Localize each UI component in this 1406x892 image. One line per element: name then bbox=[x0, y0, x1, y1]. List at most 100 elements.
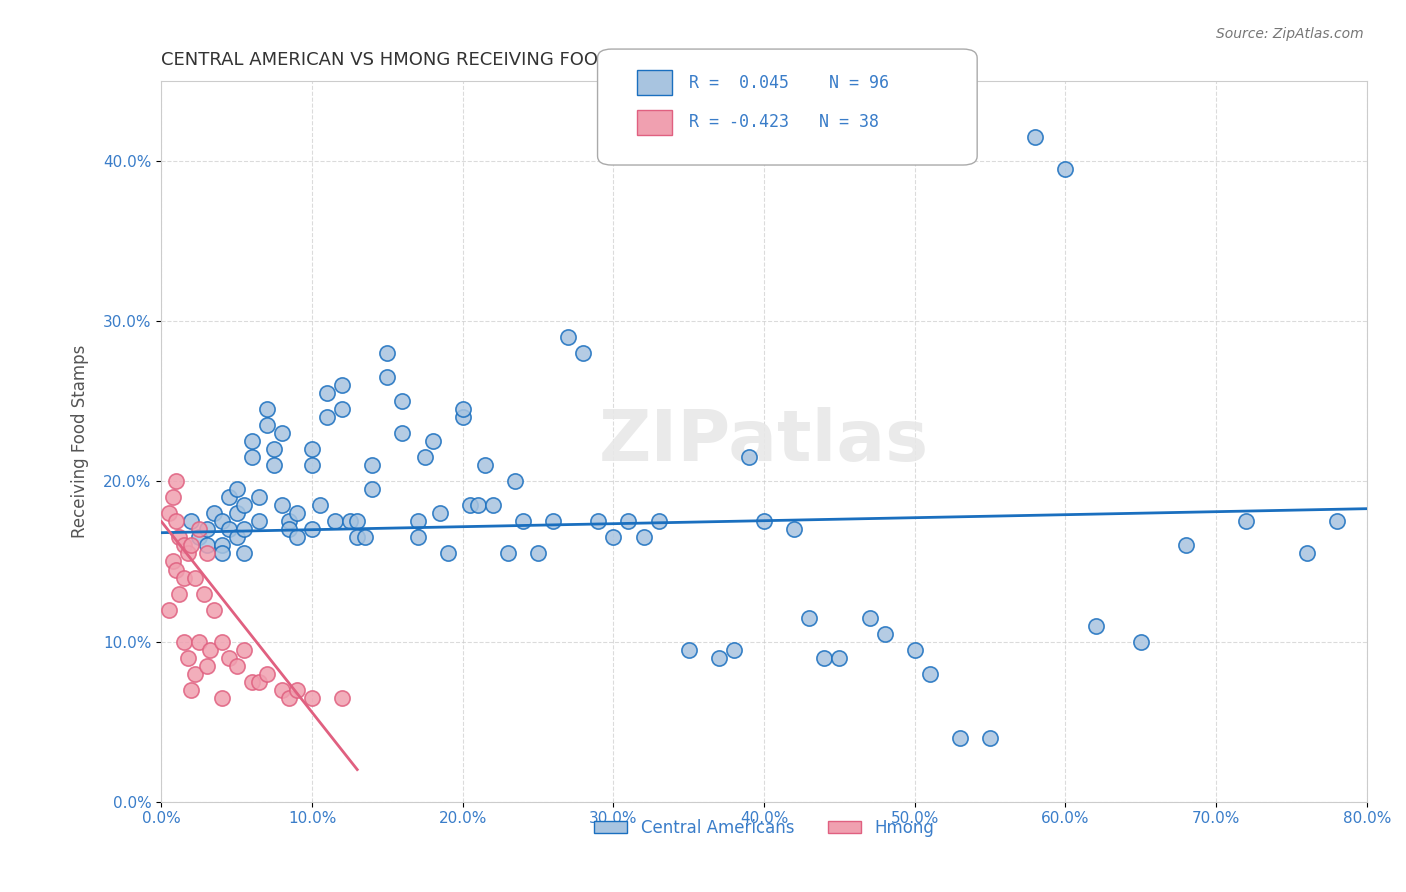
Point bbox=[353, 531, 375, 545]
Point bbox=[165, 515, 187, 529]
Point bbox=[301, 442, 323, 457]
Point bbox=[240, 450, 263, 465]
Point bbox=[1326, 515, 1348, 529]
Text: Source: ZipAtlas.com: Source: ZipAtlas.com bbox=[1216, 27, 1364, 41]
Point bbox=[633, 531, 655, 545]
Point bbox=[391, 394, 413, 409]
Point bbox=[308, 499, 330, 513]
Point bbox=[904, 642, 927, 657]
Point bbox=[678, 642, 700, 657]
Point bbox=[198, 642, 221, 657]
Y-axis label: Receiving Food Stamps: Receiving Food Stamps bbox=[72, 345, 89, 538]
Point bbox=[180, 515, 202, 529]
Point bbox=[602, 531, 624, 545]
Point bbox=[233, 547, 256, 561]
Point bbox=[195, 539, 218, 553]
Point bbox=[451, 410, 474, 425]
Point bbox=[188, 523, 211, 537]
Point bbox=[323, 515, 346, 529]
Point bbox=[377, 346, 399, 360]
Point bbox=[263, 458, 285, 473]
Point bbox=[218, 523, 240, 537]
Point bbox=[180, 682, 202, 697]
Point bbox=[183, 570, 205, 584]
Point bbox=[247, 674, 270, 689]
Point bbox=[165, 475, 187, 489]
Point bbox=[451, 402, 474, 417]
Point bbox=[285, 531, 308, 545]
Point bbox=[406, 531, 429, 545]
Point bbox=[436, 547, 458, 561]
Point bbox=[211, 539, 233, 553]
Point bbox=[195, 523, 218, 537]
Point bbox=[278, 523, 301, 537]
Point bbox=[169, 531, 191, 545]
Point bbox=[496, 547, 519, 561]
Point bbox=[256, 418, 278, 433]
Point bbox=[233, 642, 256, 657]
Point bbox=[1054, 162, 1077, 177]
Point bbox=[256, 402, 278, 417]
Point bbox=[330, 690, 353, 705]
Point bbox=[979, 731, 1001, 745]
Point bbox=[162, 491, 184, 505]
Point bbox=[361, 483, 384, 497]
Point bbox=[211, 515, 233, 529]
Point bbox=[557, 330, 579, 344]
Point bbox=[723, 642, 745, 657]
Point bbox=[157, 602, 180, 616]
Point bbox=[202, 602, 225, 616]
Point bbox=[828, 650, 851, 665]
Point bbox=[482, 499, 505, 513]
Point bbox=[391, 426, 413, 441]
Point bbox=[330, 402, 353, 417]
Point bbox=[173, 570, 195, 584]
Point bbox=[225, 658, 247, 673]
Point bbox=[316, 386, 339, 401]
Point bbox=[211, 690, 233, 705]
Point bbox=[1024, 130, 1046, 145]
Text: R =  0.045    N = 96: R = 0.045 N = 96 bbox=[689, 74, 889, 92]
Point bbox=[173, 539, 195, 553]
Point bbox=[647, 515, 669, 529]
Point bbox=[285, 507, 308, 521]
Point bbox=[1129, 634, 1152, 648]
Point bbox=[218, 650, 240, 665]
Point bbox=[949, 731, 972, 745]
Text: ZIPatlas: ZIPatlas bbox=[599, 407, 929, 476]
Point bbox=[858, 610, 880, 624]
Point bbox=[195, 658, 218, 673]
Point bbox=[873, 626, 896, 640]
Point bbox=[474, 458, 496, 473]
Point bbox=[752, 515, 775, 529]
Point bbox=[617, 515, 640, 529]
Point bbox=[1175, 539, 1198, 553]
Point bbox=[512, 515, 534, 529]
Legend: Central Americans, Hmong: Central Americans, Hmong bbox=[588, 813, 941, 844]
Point bbox=[247, 491, 270, 505]
Point bbox=[413, 450, 436, 465]
Point bbox=[169, 586, 191, 600]
Point bbox=[1295, 547, 1317, 561]
Point bbox=[162, 554, 184, 568]
Point bbox=[346, 515, 368, 529]
Point bbox=[173, 634, 195, 648]
Point bbox=[301, 690, 323, 705]
Point bbox=[339, 515, 361, 529]
Point bbox=[301, 523, 323, 537]
Point bbox=[225, 507, 247, 521]
Point bbox=[429, 507, 451, 521]
Point bbox=[278, 515, 301, 529]
Point bbox=[247, 515, 270, 529]
Point bbox=[263, 442, 285, 457]
Point bbox=[799, 610, 821, 624]
Point bbox=[211, 634, 233, 648]
Point bbox=[180, 539, 202, 553]
Point bbox=[202, 507, 225, 521]
Point bbox=[278, 690, 301, 705]
Point bbox=[918, 666, 941, 681]
Point bbox=[285, 682, 308, 697]
Text: R = -0.423   N = 38: R = -0.423 N = 38 bbox=[689, 113, 879, 131]
Point bbox=[1084, 618, 1107, 632]
Point bbox=[157, 507, 180, 521]
